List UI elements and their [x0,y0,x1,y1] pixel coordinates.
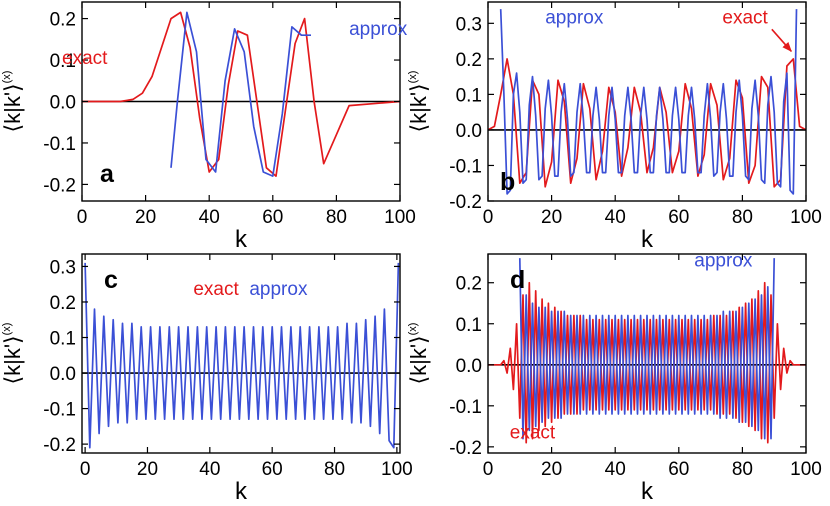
x-tick-label: 0 [80,459,91,480]
series-line-exact [82,11,400,177]
annotation-exact: exact [62,48,108,69]
x-tick-label: 80 [732,459,753,480]
panel-label: d [510,266,525,294]
y-tick-label: 0.0 [50,93,76,114]
panel-label: a [100,160,115,188]
x-tick-label: 80 [732,207,753,228]
annotation-approx: approx [349,19,408,40]
x-tick-label: 100 [381,459,413,480]
x-axis-label: k [641,226,654,253]
series-line-exact [488,58,806,188]
x-axis-label: k [235,226,248,253]
x-tick-label: 0 [483,459,494,480]
chart-panel-a: 0 20 40 60 80 100 -0.2 -0.1 0.0 0.1 0.2 k ⟨k|k'⟩(x) a… [0,1,416,253]
series-line-approx [170,11,311,177]
x-tick-label: 60 [668,207,689,228]
y-tick-label: -0.2 [43,435,76,456]
x-tick-label: 20 [541,207,562,228]
x-tick-label: 40 [199,207,220,228]
y-tick-label: 0.3 [456,14,482,35]
y-tick-label: 0.2 [456,274,482,295]
annotation-approx: approx [249,279,308,300]
y-tick-label: 0.1 [50,51,76,72]
x-tick-label: 100 [790,459,822,480]
x-axis-label: k [235,478,248,505]
y-axis-label: ⟨k|k'⟩(x) [0,71,25,133]
y-tick-label: -0.1 [449,156,482,177]
x-tick-label: 20 [135,207,156,228]
y-tick-label: -0.2 [43,175,76,196]
chart-panel-c: 0 20 40 60 80 100 -0.2 -0.1 0.0 0.1 0.2 0.3 k ⟨k|k'⟩(… [0,253,413,505]
x-tick-label: 40 [199,459,220,480]
series-line-approx [84,262,400,449]
x-tick-label: 0 [483,207,494,228]
x-axis-label: k [641,478,654,505]
panel-label: b [500,168,515,196]
y-tick-label: -0.1 [43,134,76,155]
y-tick-label: 0.2 [50,10,76,31]
y-tick-label: 0.2 [50,293,76,314]
annotation-approx: approx [545,7,604,28]
annotation-exact: exact [193,279,239,300]
plot-frame [487,253,807,454]
y-tick-label: 0.0 [456,356,482,377]
y-axis-label: ⟨k|k'⟩(x) [406,323,431,385]
y-tick-label: -0.1 [449,397,482,418]
x-tick-label: 100 [790,207,822,228]
chart-panel-d: 0 20 40 60 80 100 -0.2 -0.1 0.0 0.1 0.2 k ⟨k|k'⟩(x) d… [406,250,822,505]
y-tick-label: 0.1 [456,85,482,106]
y-tick-label: 0.1 [456,315,482,336]
x-tick-label: 80 [326,207,347,228]
y-axis-label: ⟨k|k'⟩(x) [406,71,431,133]
x-tick-label: 60 [262,459,283,480]
x-tick-label: 20 [541,459,562,480]
y-tick-label: 0.0 [456,121,482,142]
annotation-approx: approx [694,250,753,271]
x-tick-label: 60 [668,459,689,480]
annotation-exact: exact [722,7,768,28]
x-tick-label: 40 [605,459,626,480]
y-tick-label: 0.3 [50,257,76,278]
y-tick-label: 0.2 [456,50,482,71]
y-tick-label: 0.1 [50,329,76,350]
y-tick-label: -0.2 [449,438,482,459]
x-tick-label: 40 [605,207,626,228]
chart-panel-b: 0 20 40 60 80 100 -0.2 -0.1 0.0 0.1 0.2 0.3 k ⟨k|k'⟩(… [406,1,822,253]
plot-frame [487,1,807,202]
x-tick-label: 0 [77,207,88,228]
series-line-approx [499,9,798,195]
annotation-arrow [771,28,792,53]
series-line-approx [518,258,776,440]
series-line-exact [488,281,806,444]
x-tick-label: 80 [324,459,345,480]
y-tick-label: 0.0 [50,364,76,385]
annotation-exact: exact [510,423,556,444]
x-tick-label: 20 [137,459,158,480]
x-tick-label: 60 [262,207,283,228]
plot-frame [81,253,401,454]
y-axis-label: ⟨k|k'⟩(x) [0,323,25,385]
y-tick-label: -0.2 [449,192,482,213]
y-tick-label: -0.1 [43,400,76,421]
panel-label: c [104,266,118,294]
x-tick-label: 100 [384,207,416,228]
